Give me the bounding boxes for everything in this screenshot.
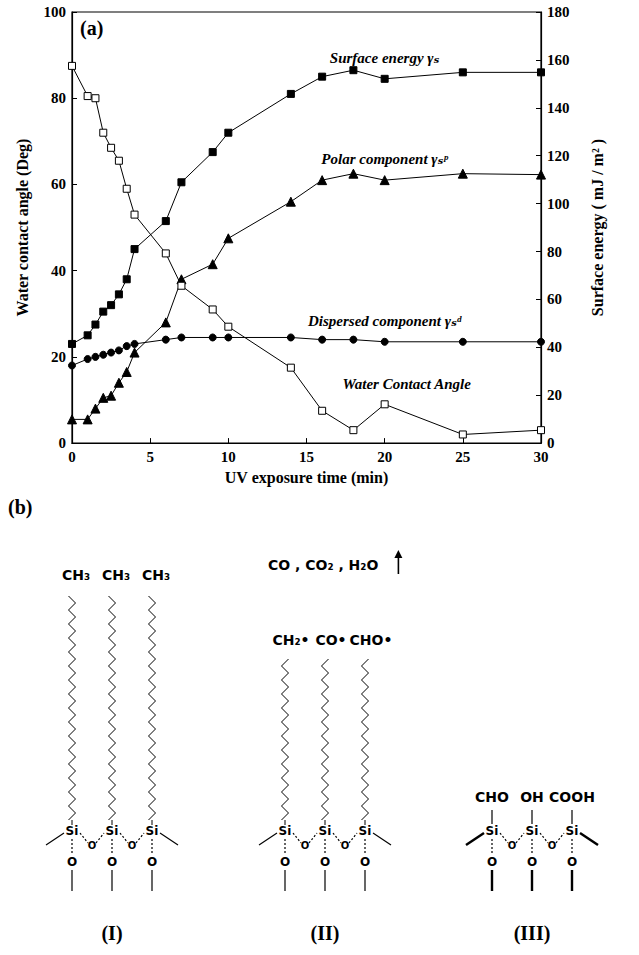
svg-text:CHO: CHO (475, 789, 509, 805)
svg-text:O: O (301, 840, 310, 851)
svg-text:O: O (67, 855, 77, 869)
svg-text:Si: Si (566, 824, 579, 838)
svg-text:Dispersed component γₛᵈ: Dispersed component γₛᵈ (307, 313, 462, 329)
svg-text:Polar component γₛᵖ: Polar component γₛᵖ (321, 151, 448, 167)
svg-text:100: 100 (547, 196, 570, 212)
svg-text:0: 0 (68, 449, 76, 465)
svg-text:O: O (567, 855, 577, 869)
svg-text:O: O (527, 855, 537, 869)
svg-text:O: O (360, 855, 370, 869)
svg-text:0: 0 (547, 435, 555, 452)
svg-text:CH₃: CH₃ (62, 567, 90, 583)
svg-text:O: O (341, 840, 350, 851)
svg-text:O: O (548, 840, 557, 851)
svg-text:OH: OH (520, 789, 544, 805)
svg-text:Water contact angle (Deg): Water contact angle (Deg) (14, 139, 32, 317)
svg-text:20: 20 (547, 387, 562, 403)
svg-text:Si: Si (486, 824, 499, 838)
svg-text:180: 180 (547, 4, 570, 20)
svg-text:80: 80 (547, 244, 562, 260)
svg-text:Si: Si (66, 824, 79, 838)
svg-text:(I): (I) (101, 922, 122, 945)
svg-text:UV exposure time (min): UV exposure time (min) (225, 469, 388, 487)
svg-text:CH₃: CH₃ (142, 567, 170, 583)
svg-text:5: 5 (146, 449, 154, 465)
svg-text:30: 30 (534, 449, 549, 465)
svg-text:(III): (III) (514, 922, 551, 945)
svg-text:Si: Si (319, 824, 332, 838)
svg-text:O: O (280, 855, 290, 869)
svg-text:Surface energy γₛ: Surface energy γₛ (330, 50, 440, 66)
svg-text:Si: Si (359, 824, 372, 838)
svg-text:O: O (88, 840, 97, 851)
svg-text:(a): (a) (80, 17, 103, 40)
svg-text:Surface energy ( mJ / m² ): Surface energy ( mJ / m² ) (589, 139, 607, 316)
svg-text:(II): (II) (311, 922, 340, 945)
svg-text:100: 100 (44, 4, 67, 20)
svg-text:O: O (487, 855, 497, 869)
svg-text:140: 140 (547, 100, 570, 116)
svg-text:CO•: CO• (315, 632, 346, 648)
svg-text:O: O (508, 840, 517, 851)
svg-text:COOH: COOH (549, 789, 595, 805)
svg-text:Si: Si (526, 824, 539, 838)
svg-text:(b): (b) (8, 496, 32, 519)
svg-text:CH₂•: CH₂• (272, 632, 309, 648)
svg-text:60: 60 (51, 176, 66, 192)
svg-text:Si: Si (146, 824, 159, 838)
svg-text:120: 120 (547, 148, 570, 164)
svg-text:Si: Si (279, 824, 292, 838)
svg-text:O: O (320, 855, 330, 869)
svg-text:CO , CO₂ , H₂O: CO , CO₂ , H₂O (268, 557, 378, 573)
svg-text:0: 0 (59, 435, 67, 451)
svg-text:80: 80 (51, 90, 66, 106)
svg-text:25: 25 (455, 449, 470, 465)
svg-text:CHO•: CHO• (350, 632, 393, 648)
svg-text:O: O (107, 855, 117, 869)
svg-text:20: 20 (377, 449, 392, 465)
svg-text:O: O (128, 840, 137, 851)
svg-text:Si: Si (106, 824, 119, 838)
svg-text:10: 10 (221, 449, 236, 465)
svg-text:O: O (147, 855, 157, 869)
svg-text:160: 160 (547, 52, 570, 68)
svg-text:Water Contact Angle: Water Contact Angle (342, 376, 471, 392)
svg-text:40: 40 (547, 339, 562, 355)
svg-text:15: 15 (299, 449, 314, 465)
svg-text:60: 60 (547, 291, 562, 307)
svg-text:CH₃: CH₃ (102, 567, 130, 583)
svg-text:40: 40 (51, 263, 66, 279)
svg-text:20: 20 (51, 349, 66, 365)
